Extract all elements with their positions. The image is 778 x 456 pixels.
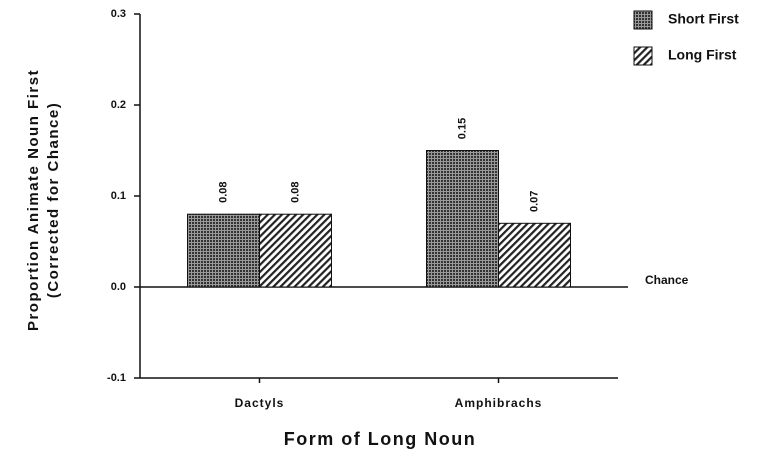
x-axis-label: Form of Long Noun — [284, 429, 476, 449]
bar — [259, 213, 332, 288]
x-tick-label: Amphibrachs — [455, 396, 543, 410]
y-tick-label: 0.1 — [111, 190, 126, 202]
value-label: 0.07 — [528, 191, 540, 212]
bar — [426, 150, 499, 288]
y-axis-label: Proportion Animate Noun First — [25, 69, 42, 331]
legend-swatch — [633, 46, 653, 66]
y-tick-label: -0.1 — [107, 372, 126, 384]
y-axis-label: (Corrected for Chance) — [45, 102, 62, 298]
y-tick-label: 0.3 — [111, 8, 126, 20]
x-tick-label: Dactyls — [235, 396, 285, 410]
bar — [498, 222, 571, 288]
value-label: 0.08 — [217, 181, 229, 202]
legend-label: Long First — [668, 47, 737, 63]
y-tick-label: 0.2 — [111, 99, 126, 111]
y-tick-label: 0.0 — [111, 281, 126, 293]
legend-label: Short First — [668, 11, 739, 27]
annotation: Chance — [645, 273, 689, 287]
legend-swatch — [633, 10, 653, 30]
value-label: 0.15 — [456, 118, 468, 139]
bar — [187, 213, 260, 288]
value-label: 0.08 — [289, 181, 301, 202]
